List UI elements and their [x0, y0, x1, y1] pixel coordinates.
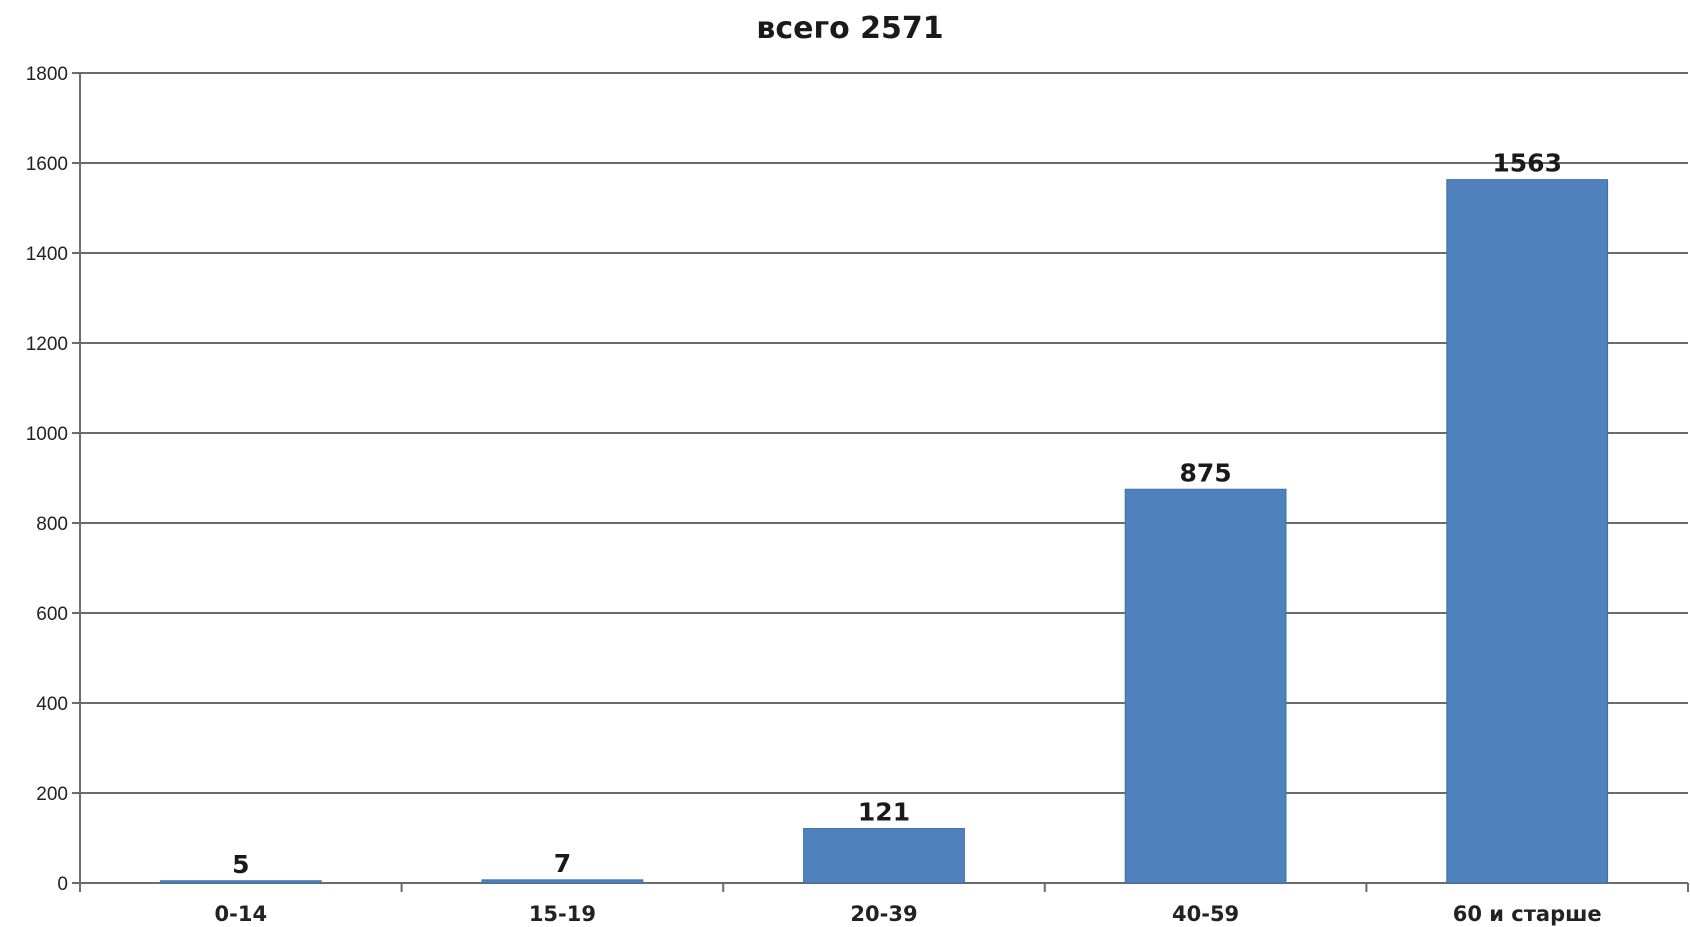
- x-tick-labels: 0-14 15-19 20-39 40-59 60 и старше: [215, 902, 1602, 926]
- bar-1: [481, 879, 644, 884]
- data-label: 5: [232, 850, 249, 879]
- y-tick-label: 1600: [26, 154, 68, 175]
- x-tick-label: 40-59: [1172, 902, 1239, 926]
- x-tick-label: 20-39: [850, 902, 917, 926]
- y-tick-label: 1400: [26, 244, 68, 265]
- y-tick-label: 800: [36, 514, 68, 535]
- y-tick-label: 1800: [26, 64, 68, 85]
- y-tick-label: 600: [36, 604, 68, 625]
- bar-3: [1124, 488, 1287, 884]
- y-tick-labels: 0 200 400 600 800 1000 1200 1400 1600 1800: [26, 64, 68, 895]
- data-label: 121: [858, 798, 910, 827]
- y-tick-label: 1200: [26, 334, 68, 355]
- y-tick-label: 1000: [26, 424, 68, 445]
- data-label: 875: [1180, 458, 1232, 487]
- axes: [72, 72, 1689, 892]
- data-label: 1563: [1492, 149, 1562, 178]
- x-tick-label: 15-19: [529, 902, 596, 926]
- bar-2: [803, 828, 965, 884]
- bars: [159, 179, 1609, 884]
- y-tick-label: 0: [57, 874, 68, 895]
- y-tick-label: 400: [36, 694, 68, 715]
- bar-0: [159, 880, 322, 884]
- gridlines: [80, 72, 1688, 794]
- y-tick-label: 200: [36, 784, 68, 805]
- data-label: 7: [554, 849, 571, 878]
- x-tick-label: 0-14: [215, 902, 268, 926]
- chart-title: всего 2571: [756, 11, 943, 46]
- bar-4: [1446, 179, 1609, 884]
- x-tick-label: 60 и старше: [1453, 902, 1602, 926]
- data-labels: 5 7 121 875 1563: [232, 149, 1562, 879]
